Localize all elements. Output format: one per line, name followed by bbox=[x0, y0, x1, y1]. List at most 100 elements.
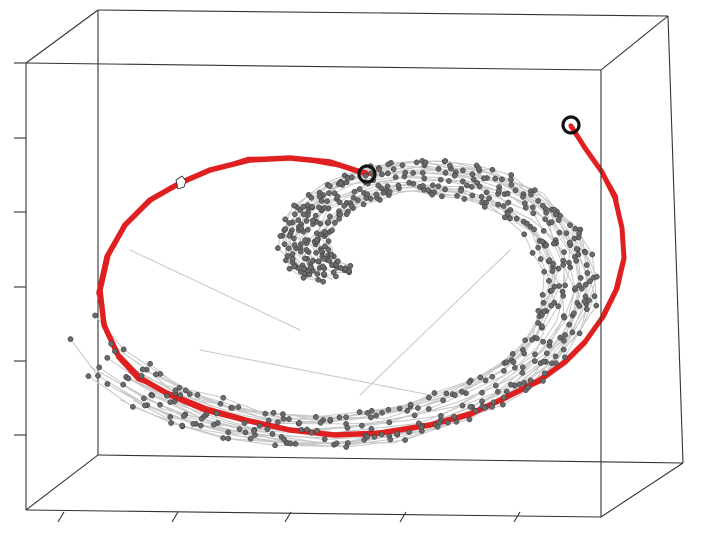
trajectory-node bbox=[407, 401, 414, 408]
trajectory-node bbox=[182, 387, 189, 394]
trajectory-node bbox=[291, 202, 297, 209]
trajectory-node bbox=[589, 251, 596, 258]
trajectory-node bbox=[176, 384, 183, 391]
trajectory-node bbox=[104, 355, 111, 361]
trajectory-node bbox=[387, 436, 394, 443]
trajectory-node bbox=[569, 329, 576, 336]
trajectory-node bbox=[561, 337, 567, 344]
trajectory-node bbox=[529, 336, 535, 343]
trajectory-node bbox=[394, 430, 400, 437]
trajectory-node bbox=[593, 273, 600, 280]
trajectory-node bbox=[508, 381, 514, 388]
trajectory-node bbox=[446, 178, 452, 184]
trajectory-node bbox=[275, 419, 281, 425]
trajectory-node bbox=[556, 229, 563, 236]
trajectory-node bbox=[404, 407, 411, 414]
trajectory-node bbox=[459, 402, 466, 409]
trajectory-node bbox=[130, 404, 136, 410]
trajectory-node bbox=[438, 412, 444, 419]
trajectory-node bbox=[508, 182, 515, 188]
trajectory-node bbox=[553, 360, 559, 367]
trajectory-node bbox=[439, 193, 445, 200]
trajectory-node bbox=[435, 183, 442, 190]
trajectory-node bbox=[519, 364, 526, 371]
trajectory-node bbox=[495, 201, 502, 208]
box-back-edge bbox=[667, 15, 684, 464]
trajectory-node bbox=[328, 251, 335, 258]
trajectory-node bbox=[566, 239, 573, 246]
axis-ticks bbox=[14, 62, 521, 523]
trajectory-node bbox=[280, 411, 286, 417]
trajectory-node bbox=[551, 283, 558, 290]
trajectory-node bbox=[539, 238, 546, 245]
trajectory-node bbox=[313, 249, 319, 256]
trajectory-node bbox=[386, 188, 393, 195]
trajectory-node bbox=[291, 242, 298, 248]
trajectory-node bbox=[286, 220, 293, 226]
trajectory-node bbox=[481, 204, 488, 210]
trajectory-node bbox=[315, 276, 322, 283]
trajectory-line bbox=[199, 349, 431, 396]
trajectory-node bbox=[287, 440, 294, 447]
trajectory-node bbox=[335, 258, 341, 265]
trajectory-node bbox=[486, 195, 493, 201]
trajectory-node bbox=[364, 433, 371, 440]
trajectory-node bbox=[472, 407, 479, 414]
trajectory-node bbox=[571, 235, 578, 242]
trajectory-node bbox=[396, 405, 403, 412]
bottom-axis-tick bbox=[171, 511, 179, 523]
trajectory-node bbox=[469, 171, 476, 177]
trajectory-node bbox=[481, 405, 488, 411]
trajectory-node bbox=[356, 186, 363, 192]
box-back-edge bbox=[97, 454, 684, 464]
trajectory-node bbox=[67, 336, 74, 342]
trajectory-node bbox=[454, 192, 460, 199]
trajectory-node bbox=[325, 238, 332, 245]
trajectory-node bbox=[435, 166, 442, 172]
trajectory-node bbox=[286, 232, 293, 239]
trajectory-node bbox=[368, 414, 374, 421]
trajectory-node bbox=[524, 220, 530, 227]
trajectory-node bbox=[242, 429, 249, 436]
trajectory-node bbox=[539, 323, 545, 330]
trajectory-node bbox=[429, 182, 436, 189]
trajectory-node bbox=[327, 416, 334, 423]
trajectory-node bbox=[466, 379, 473, 385]
trajectory-node bbox=[304, 426, 310, 433]
trajectory-node bbox=[504, 190, 511, 197]
trajectory-node bbox=[522, 337, 529, 344]
trajectory-node bbox=[582, 249, 589, 256]
trajectory-node bbox=[467, 404, 474, 410]
trajectory-node bbox=[333, 440, 340, 447]
trajectory-node bbox=[559, 288, 566, 295]
trajectory-node bbox=[341, 202, 348, 209]
trajectory-node bbox=[300, 211, 307, 218]
trajectory-node bbox=[282, 226, 289, 232]
box-depth-edge bbox=[25, 9, 99, 64]
trajectory-node bbox=[317, 231, 324, 238]
trajectory-node bbox=[476, 165, 482, 172]
trajectory-node bbox=[468, 184, 475, 190]
trajectory-node bbox=[291, 263, 298, 270]
trajectory-node bbox=[197, 422, 204, 429]
trajectory-node bbox=[551, 299, 558, 306]
trajectory-node bbox=[302, 237, 308, 244]
trajectory-node bbox=[549, 287, 555, 294]
trajectory-line bbox=[129, 249, 301, 331]
trajectory-node bbox=[355, 197, 361, 204]
trajectory-node bbox=[220, 435, 226, 441]
trajectory-node bbox=[464, 182, 470, 189]
trajectory-node bbox=[500, 394, 507, 401]
trajectory-node bbox=[593, 302, 600, 309]
trajectory-node bbox=[177, 392, 184, 398]
trajectory-node bbox=[108, 340, 114, 347]
trajectory-node bbox=[534, 335, 540, 342]
trajectory-node bbox=[292, 211, 298, 218]
trajectory-node bbox=[376, 166, 383, 173]
trajectory-node bbox=[213, 410, 220, 417]
trajectory-node bbox=[531, 226, 537, 233]
trajectory-node bbox=[313, 414, 319, 420]
trajectory-node bbox=[535, 320, 541, 326]
box-front-edge bbox=[25, 509, 602, 518]
trajectory-node bbox=[247, 435, 254, 442]
